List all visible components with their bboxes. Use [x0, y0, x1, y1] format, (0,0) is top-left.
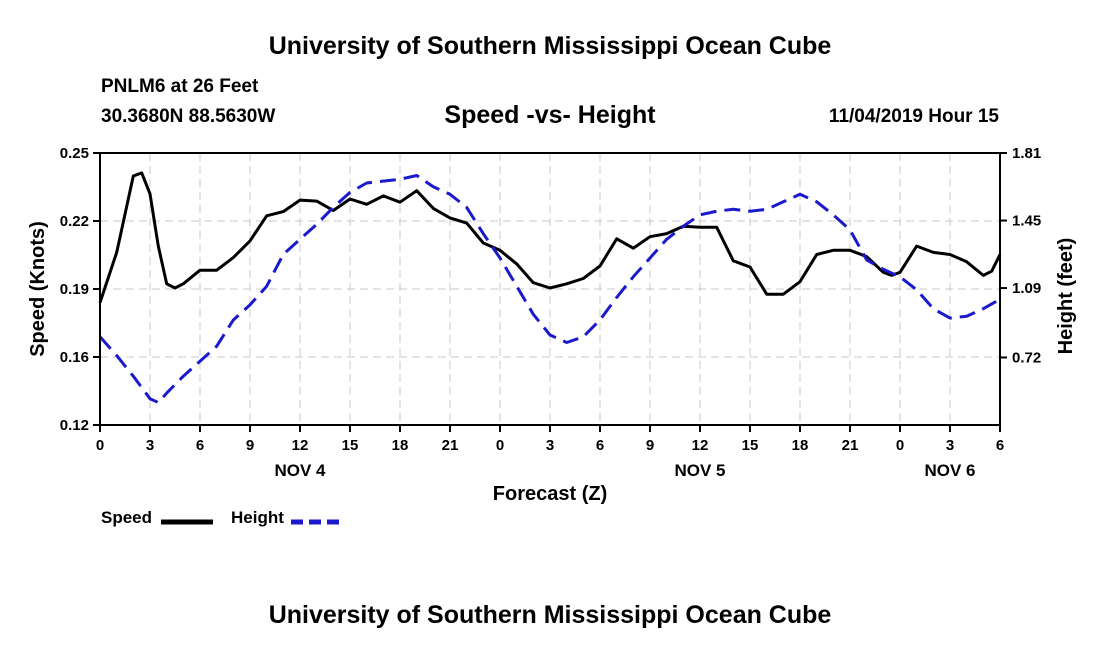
- y-tick-label-left: 0.12: [60, 417, 89, 434]
- y-tick-label-right: 1.81: [1012, 145, 1041, 162]
- x-tick-label: 18: [792, 437, 809, 454]
- legend-speed-label: Speed: [101, 508, 153, 527]
- chart-title: Speed -vs- Height: [444, 101, 656, 129]
- x-day-label: NOV 6: [924, 461, 975, 480]
- y-tick-label-right: 1.45: [1012, 213, 1041, 230]
- legend-height-label: Height: [231, 508, 284, 527]
- y-tick-label-left: 0.25: [60, 145, 89, 162]
- x-tick-label: 18: [392, 437, 409, 454]
- legend-height-swatch: [291, 519, 343, 525]
- axes: 0 3 6 9 12 15 18 21 0 3 6 9 12 15 18 21 0 3 6 NOV 4 NOV 5 NOV…: [60, 145, 1041, 480]
- x-tick-label: 15: [742, 437, 759, 454]
- y-tick-label-right: 0.72: [1012, 349, 1041, 366]
- x-tick-label: 0: [496, 437, 504, 454]
- y-tick-label-left: 0.19: [60, 281, 89, 298]
- footer-title: University of Southern Mississippi Ocean…: [268, 601, 832, 629]
- y-tick-label-left: 0.16: [60, 349, 89, 366]
- x-tick-label: 12: [292, 437, 309, 454]
- x-tick-label: 0: [896, 437, 904, 454]
- x-tick-label: 21: [842, 437, 859, 454]
- x-tick-label: 6: [196, 437, 204, 454]
- x-tick-label: 15: [342, 437, 359, 454]
- legend: Speed Height: [101, 508, 361, 530]
- x-tick-label: 3: [946, 437, 954, 454]
- y-tick-label-right: 1.09: [1012, 280, 1041, 297]
- x-axis-label: Forecast (Z): [493, 483, 607, 505]
- x-tick-label: 21: [442, 437, 459, 454]
- x-day-label: NOV 4: [274, 461, 326, 480]
- station-label: PNLM6 at 26 Feet: [101, 76, 259, 97]
- x-tick-label: 3: [146, 437, 154, 454]
- x-tick-label: 6: [996, 437, 1004, 454]
- y-axis-label-left: Speed (Knots): [27, 221, 49, 357]
- x-tick-label: 9: [646, 437, 654, 454]
- legend-speed-swatch: [161, 519, 213, 525]
- x-tick-label: 0: [96, 437, 104, 454]
- series-line-speed: [98, 171, 1002, 304]
- series-layer: [98, 171, 1002, 404]
- x-tick-label: 9: [246, 437, 254, 454]
- y-tick-label-left: 0.22: [60, 213, 89, 230]
- y-axis-label-right: Height (feet): [1055, 238, 1077, 355]
- x-day-label: NOV 5: [674, 461, 725, 480]
- forecast-timestamp: 11/04/2019 Hour 15: [828, 106, 999, 127]
- station-coords: 30.3680N 88.5630W: [101, 106, 276, 127]
- x-tick-label: 3: [546, 437, 554, 454]
- series-line-height: [98, 174, 1001, 404]
- x-tick-label: 12: [692, 437, 709, 454]
- page-title: University of Southern Mississippi Ocean…: [268, 32, 832, 60]
- x-tick-label: 6: [596, 437, 604, 454]
